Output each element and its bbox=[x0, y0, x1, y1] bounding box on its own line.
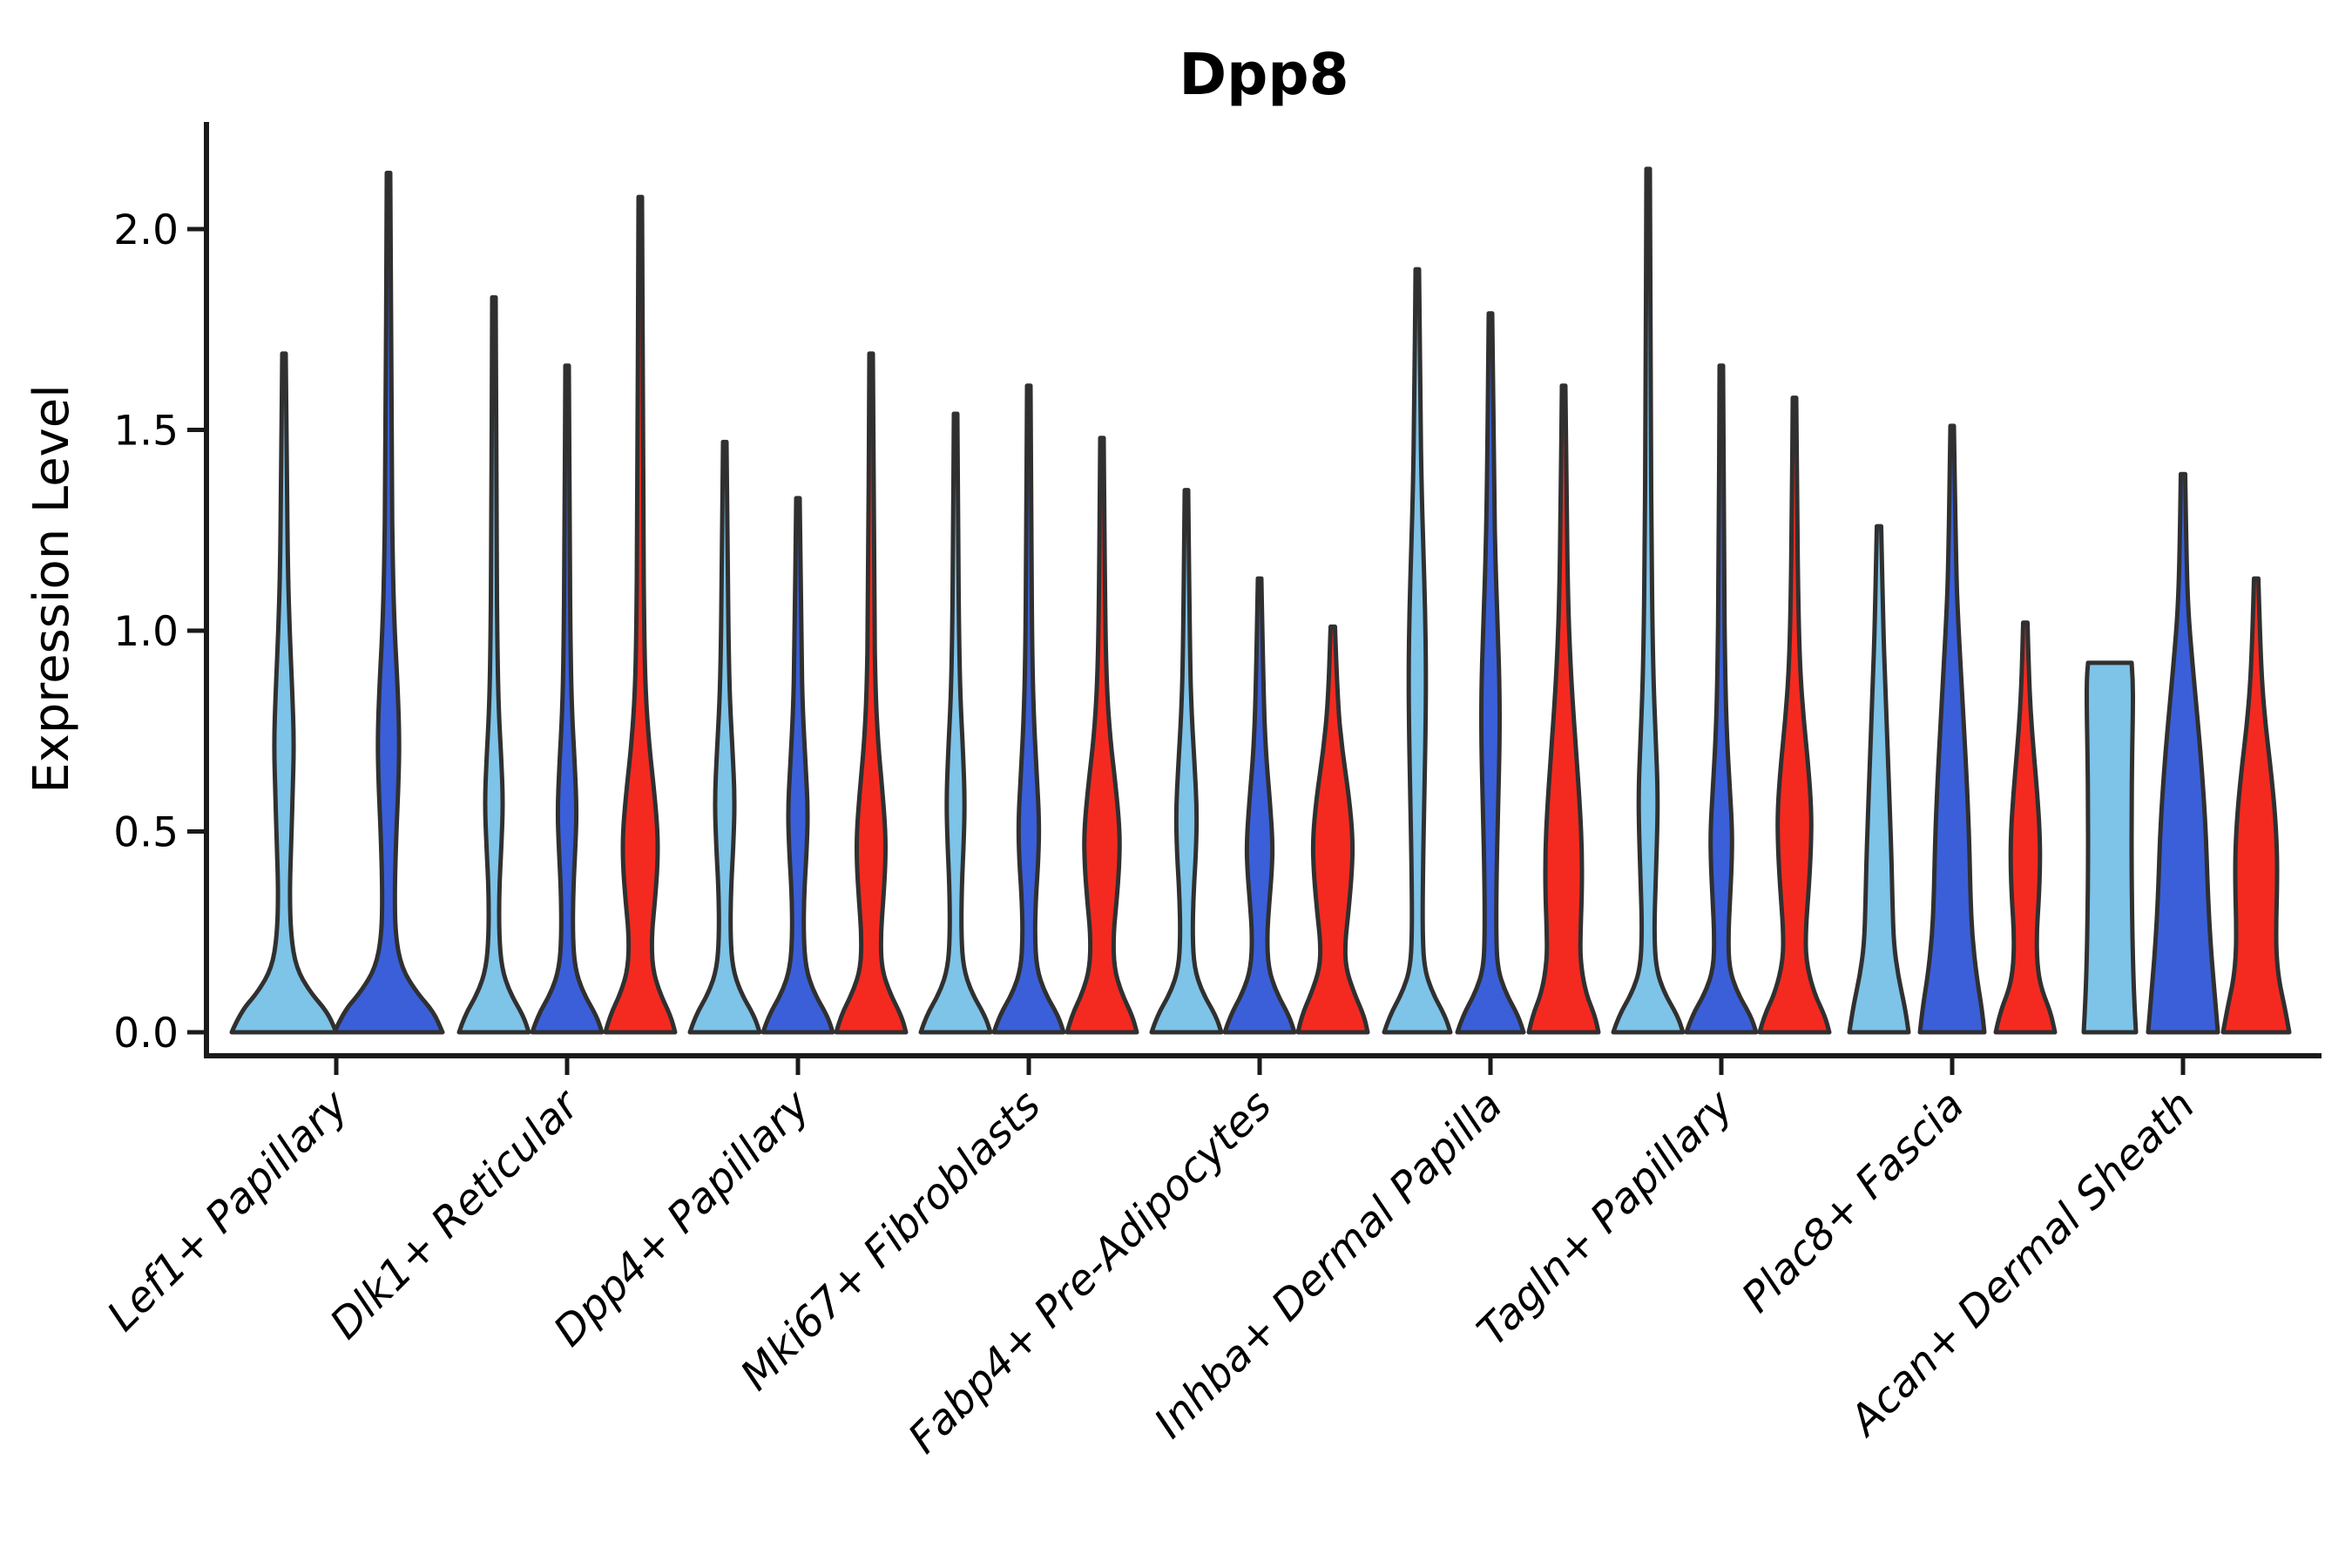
violin-4-red bbox=[1064, 436, 1139, 1035]
violin-6-red bbox=[1526, 383, 1601, 1035]
violin-5-light_blue bbox=[1149, 488, 1224, 1035]
violin-3-red bbox=[834, 351, 909, 1035]
violin-4-dark_blue bbox=[991, 383, 1066, 1035]
x-axis-category-label: Fabp4+ Pre-Adipocytes bbox=[899, 1081, 1281, 1463]
violin-2-red bbox=[603, 194, 678, 1035]
violin-2-dark_blue bbox=[530, 363, 605, 1035]
x-axis-category-label: Dpp4+ Papillary bbox=[544, 1080, 820, 1355]
violin-3-light_blue bbox=[687, 439, 762, 1035]
violin-9-light_blue bbox=[2081, 660, 2139, 1035]
x-axis-category-label: Plac8+ Fascia bbox=[1733, 1081, 1974, 1322]
violin-7-dark_blue bbox=[1684, 363, 1759, 1035]
violin-3-dark_blue bbox=[760, 496, 835, 1035]
violin-6-light_blue bbox=[1382, 267, 1453, 1035]
y-tick-label: 1.5 bbox=[113, 408, 179, 456]
violin-9-dark_blue bbox=[2146, 471, 2220, 1035]
y-tick-label: 0.0 bbox=[113, 1010, 179, 1058]
violin-6-dark_blue bbox=[1455, 311, 1526, 1035]
x-axis-category-label: Tagln+ Papillary bbox=[1468, 1080, 1743, 1355]
violin-9-red bbox=[2220, 576, 2292, 1035]
violin-5-red bbox=[1295, 624, 1370, 1035]
chart-title: Dpp8 bbox=[1179, 41, 1348, 108]
y-tick-label: 2.0 bbox=[113, 206, 179, 254]
violin-5-dark_blue bbox=[1222, 576, 1297, 1035]
violin-1-dark_blue bbox=[332, 170, 445, 1035]
y-axis-label: Expression Level bbox=[24, 384, 80, 794]
violin-8-dark_blue bbox=[1917, 423, 1987, 1035]
violin-1-light_blue bbox=[229, 351, 339, 1035]
violin-8-red bbox=[1993, 620, 2058, 1035]
violin-4-light_blue bbox=[918, 411, 993, 1035]
y-tick-label: 0.5 bbox=[113, 809, 179, 857]
violins-layer bbox=[229, 166, 2292, 1035]
x-axis-category-label: Dlk1+ Reticular bbox=[321, 1079, 591, 1349]
violin-2-light_blue bbox=[456, 294, 531, 1035]
violin-7-light_blue bbox=[1611, 166, 1686, 1035]
x-axis-category-label: Lef1+ Papillary bbox=[98, 1080, 358, 1341]
violin-8-light_blue bbox=[1847, 524, 1911, 1035]
violin-7-red bbox=[1757, 395, 1832, 1035]
y-tick-label: 1.0 bbox=[113, 608, 179, 656]
y-ticks: 0.0 0.5 1.0 1.5 2.0 bbox=[113, 206, 206, 1058]
